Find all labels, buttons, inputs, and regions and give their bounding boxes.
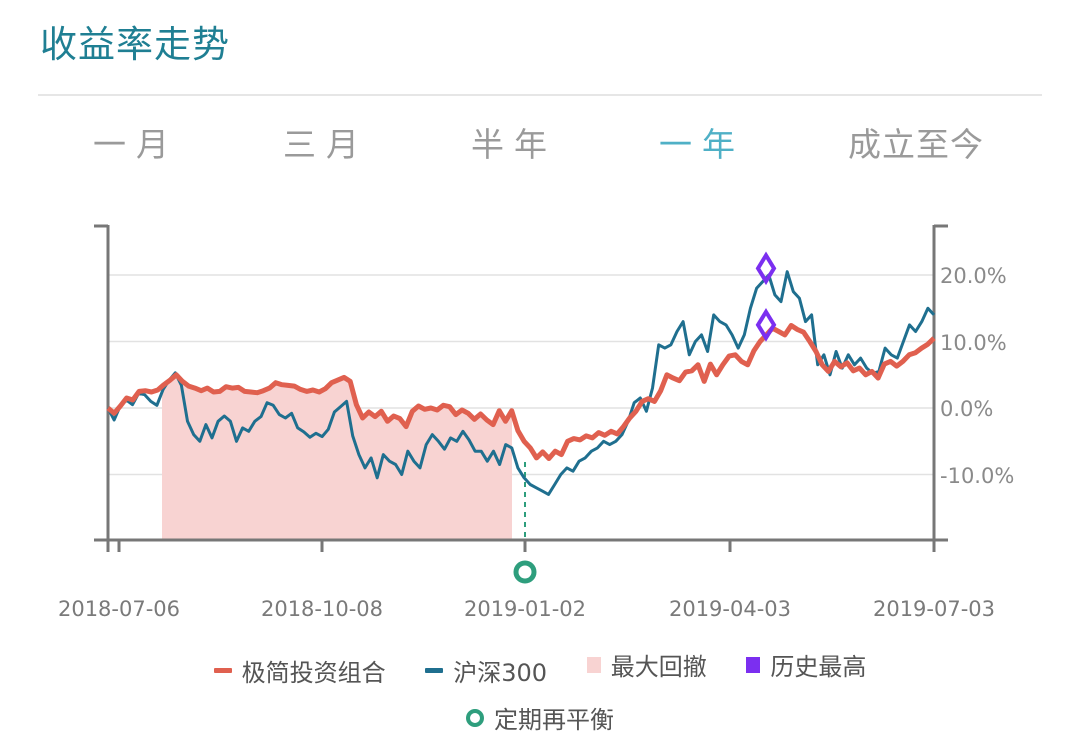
legend-label: 定期再平衡 (494, 706, 614, 734)
tab-one-month[interactable]: 一月 (93, 125, 179, 164)
rebalance-marker-icon[interactable] (513, 560, 537, 584)
page-title: 收益率走势 (40, 23, 230, 66)
y-tick-label: 20.0% (940, 264, 1007, 288)
index-line (106, 270, 936, 496)
legend-high[interactable]: 历史最高 (746, 647, 866, 682)
chart-legend: 极简投资组合 沪深300 最大回撤 历史最高 (0, 647, 1080, 688)
high-swatch-icon (746, 656, 761, 673)
x-tick-label: 2018-10-08 (260, 597, 384, 621)
legend-label: 沪深300 (453, 658, 548, 687)
x-tick-label: 2019-04-03 (668, 597, 792, 621)
historical-high-diamond-icon[interactable] (755, 251, 777, 286)
header-divider (38, 94, 1042, 96)
tab-three-months[interactable]: 三月 (283, 125, 369, 164)
x-tick-label: 2019-07-03 (872, 597, 996, 621)
drawdown-swatch-icon (586, 656, 601, 673)
tab-one-year[interactable]: 一年 (659, 125, 745, 164)
portfolio-swatch-icon (213, 667, 232, 673)
legend-rebalance[interactable]: 定期再平衡 (466, 700, 614, 735)
legend-portfolio[interactable]: 极简投资组合 (213, 653, 386, 688)
y-tick-label: 0.0% (940, 397, 994, 421)
x-tick-label: 2018-07-06 (57, 597, 181, 621)
chart-legend-row2: 定期再平衡 (0, 700, 1080, 735)
legend-label: 极简投资组合 (241, 658, 386, 687)
legend-label: 历史最高 (770, 653, 867, 681)
historical-high-markers (755, 251, 777, 342)
rebalance-ring-icon (466, 708, 484, 727)
period-tabs: 一月 三月 半年 一年 成立至今 (0, 118, 1080, 164)
max-drawdown-area (162, 374, 512, 540)
legend-drawdown[interactable]: 最大回撤 (586, 647, 707, 682)
portfolio-line (106, 323, 936, 461)
y-tick-label: -10.0% (940, 464, 1015, 488)
y-tick-label: 10.0% (940, 331, 1007, 355)
axes (94, 224, 948, 552)
index-swatch-icon (425, 667, 444, 673)
legend-index[interactable]: 沪深300 (425, 653, 547, 688)
tab-half-year[interactable]: 半年 (471, 125, 557, 164)
x-tick-label: 2019-01-02 (463, 597, 587, 621)
legend-label: 最大回撤 (610, 653, 707, 681)
tab-since-inception[interactable]: 成立至今 (848, 125, 984, 164)
historical-high-diamond-icon[interactable] (755, 308, 777, 342)
